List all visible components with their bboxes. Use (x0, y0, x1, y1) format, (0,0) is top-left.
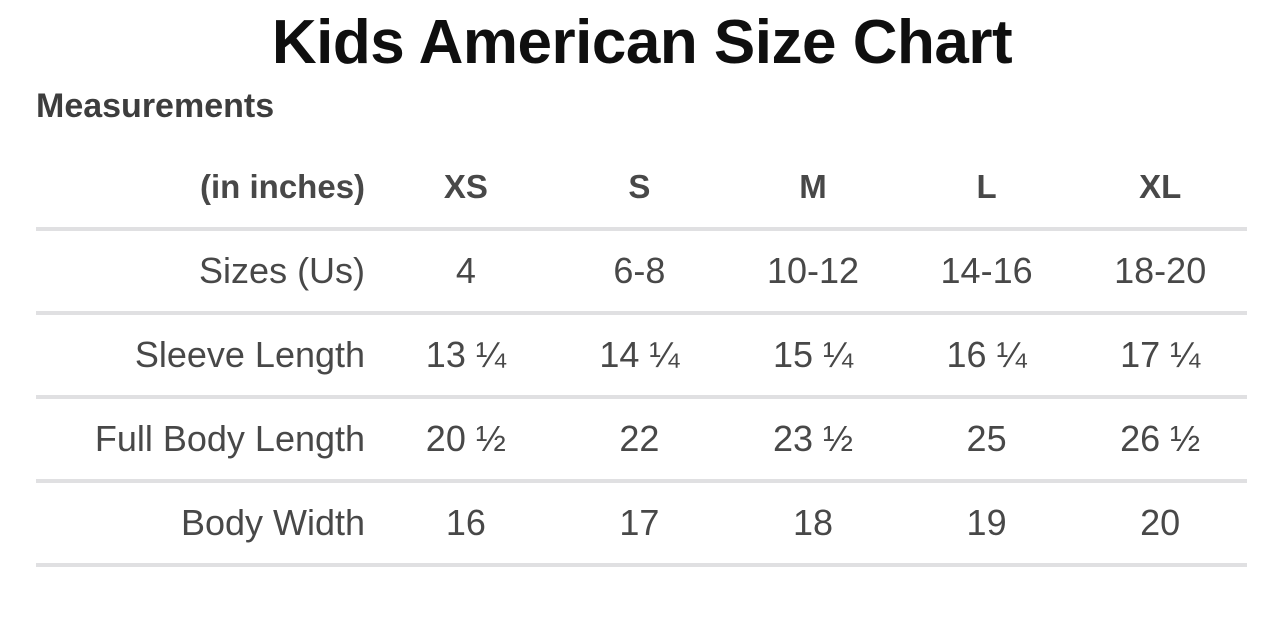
table-row-sleeve-length: Sleeve Length 13 ¼ 14 ¼ 15 ¼ 16 ¼ 17 ¼ (36, 313, 1247, 399)
size-value-cell: 14 ¼ (552, 313, 727, 399)
size-value-cell: 26 ½ (1073, 397, 1247, 483)
size-value-cell: 20 ½ (379, 397, 553, 483)
table-row-full-body-length: Full Body Length 20 ½ 22 23 ½ 25 26 ½ (36, 397, 1247, 483)
size-value-cell: 22 (552, 397, 727, 483)
size-value-cell: 16 (379, 481, 553, 567)
size-chart-page: Kids American Size Chart Measurements (i… (0, 6, 1284, 623)
size-value-cell: 15 ¼ (726, 313, 900, 399)
size-value-cell: 10-12 (726, 229, 900, 315)
column-header-m: M (726, 147, 900, 231)
table-row-sizes-us: Sizes (Us) 4 6-8 10-12 14-16 18-20 (36, 229, 1247, 315)
row-label: Full Body Length (36, 397, 380, 483)
size-value-cell: 19 (899, 481, 1074, 567)
size-value-cell: 16 ¼ (899, 313, 1074, 399)
row-label: Sleeve Length (36, 313, 380, 399)
table-row-body-width: Body Width 16 17 18 19 20 (36, 481, 1247, 567)
section-heading: Measurements (36, 87, 275, 125)
size-value-cell: 25 (899, 397, 1074, 483)
column-header-xl: XL (1073, 147, 1247, 231)
column-header-l: L (899, 147, 1074, 231)
column-header-s: S (552, 147, 727, 231)
size-value-cell: 4 (379, 229, 553, 315)
table-header-row: (in inches) XS S M L XL (36, 147, 1247, 231)
size-value-cell: 13 ¼ (379, 313, 553, 399)
page-title: Kids American Size Chart (271, 8, 1013, 77)
size-value-cell: 20 (1073, 481, 1247, 567)
size-value-cell: 18 (726, 481, 900, 567)
unit-label: (in inches) (36, 147, 380, 231)
size-value-cell: 18-20 (1073, 229, 1247, 315)
size-value-cell: 6-8 (552, 229, 727, 315)
size-value-cell: 23 ½ (726, 397, 900, 483)
row-label: Sizes (Us) (36, 229, 380, 315)
size-value-cell: 17 (552, 481, 727, 567)
row-label: Body Width (36, 481, 380, 567)
size-value-cell: 14-16 (899, 229, 1074, 315)
size-value-cell: 17 ¼ (1073, 313, 1247, 399)
column-header-xs: XS (379, 147, 553, 231)
size-chart-table: (in inches) XS S M L XL Sizes (Us) 4 6-8… (36, 147, 1247, 567)
